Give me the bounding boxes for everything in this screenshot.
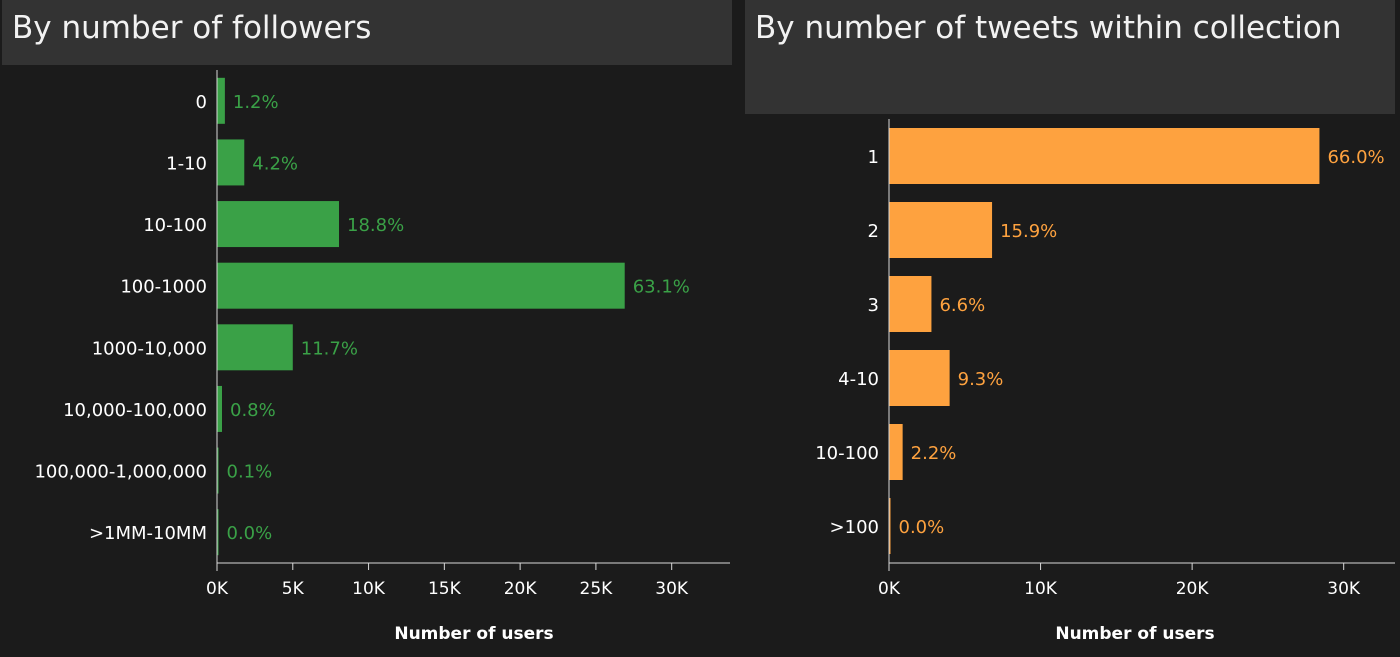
category-label: 3 [868, 295, 879, 316]
data-label: 11.7% [301, 338, 358, 359]
category-label: 100,000-1,000,000 [34, 462, 207, 483]
bar [217, 509, 219, 556]
data-label: 4.2% [252, 153, 298, 174]
data-label: 0.1% [227, 462, 273, 483]
data-label: 6.6% [939, 295, 985, 316]
bar [889, 350, 950, 406]
bar [217, 77, 225, 124]
x-axis-title: Number of users [1055, 624, 1214, 644]
category-label: 10,000-100,000 [63, 400, 207, 421]
bar [217, 385, 223, 432]
data-label: 0.0% [227, 523, 273, 544]
x-tick-label: 30K [1327, 579, 1361, 599]
chart-title: By number of tweets within collection [745, 0, 1395, 114]
bar [217, 139, 245, 186]
category-label: 1-10 [166, 153, 207, 174]
data-label: 9.3% [958, 369, 1004, 390]
data-label: 15.9% [1000, 221, 1057, 242]
x-tick-label: 5K [282, 579, 305, 599]
category-label: 2 [868, 221, 879, 242]
x-tick-label: 15K [428, 579, 462, 599]
category-label: 10-100 [143, 215, 207, 236]
data-label: 0.8% [230, 400, 276, 421]
x-tick-label: 0K [878, 579, 901, 599]
category-label: 0 [196, 92, 207, 113]
bar [889, 276, 932, 332]
x-axis-title: Number of users [394, 624, 553, 644]
x-tick-label: 20K [1176, 579, 1210, 599]
bar [889, 498, 891, 554]
category-label: 100-1000 [120, 277, 207, 298]
followers-chart-panel: By number of followers 0 1.2% 1-10 4.2% 10-1… [2, 0, 732, 644]
chart-title: By number of followers [2, 0, 732, 65]
tweets-chart-panel: By number of tweets within collection 1 6… [740, 0, 1400, 657]
tweets-bar-chart: 1 66.0% 2 15.9% 3 6.6% 4-10 9.3% 10-100 2.2% >100 0… [815, 119, 1395, 644]
category-label: 1000-10,000 [92, 338, 207, 359]
bar [889, 128, 1320, 184]
bar [217, 262, 625, 309]
x-tick-label: 20K [504, 579, 538, 599]
x-tick-label: 0K [206, 579, 229, 599]
data-label: 18.8% [347, 215, 404, 236]
category-label: 4-10 [838, 369, 879, 390]
x-tick-label: 10K [352, 579, 386, 599]
data-label: 1.2% [233, 92, 279, 113]
bar [217, 324, 293, 371]
data-label: 66.0% [1327, 147, 1384, 168]
bar [889, 202, 993, 258]
bar [217, 201, 340, 248]
category-label: >100 [830, 517, 879, 538]
category-label: 1 [868, 147, 879, 168]
bar [889, 424, 903, 480]
x-tick-label: 10K [1024, 579, 1058, 599]
data-label: 2.2% [911, 443, 957, 464]
bar [217, 447, 219, 494]
x-tick-label: 30K [655, 579, 689, 599]
category-label: 10-100 [815, 443, 879, 464]
data-label: 0.0% [899, 517, 945, 538]
x-tick-label: 25K [580, 579, 614, 599]
data-label: 63.1% [633, 277, 690, 298]
category-label: >1MM-10MM [89, 523, 207, 544]
followers-bar-chart: 0 1.2% 1-10 4.2% 10-100 18.8% 100-1000 63.1% 100… [34, 70, 730, 644]
